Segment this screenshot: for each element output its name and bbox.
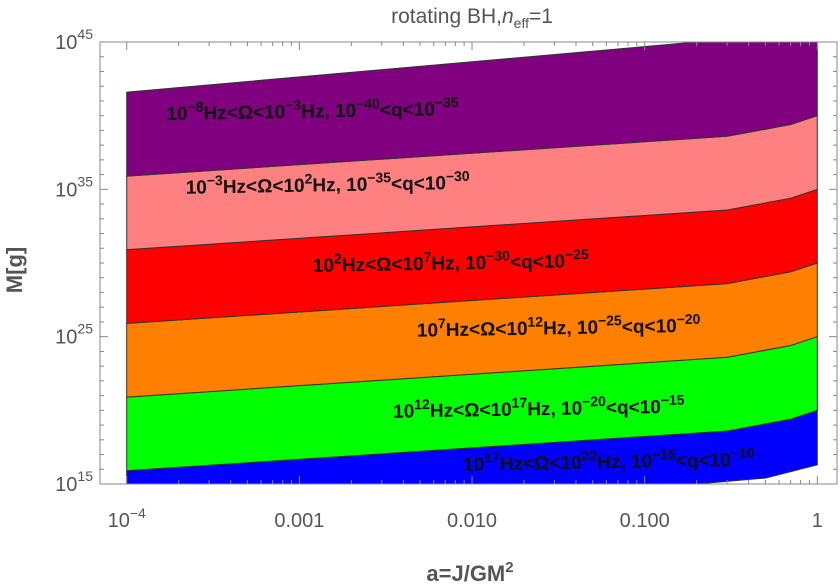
chart-title-rest: =1 — [529, 5, 553, 28]
band-label-text: 10 — [313, 255, 335, 276]
band-label-text: Hz<Ω<10 — [342, 254, 424, 276]
y-tick-label: 1035 — [55, 173, 93, 201]
band-label-1: 1012Hz<Ω<1017Hz, 10−20<q<10−15 — [393, 392, 685, 423]
y-tick-base: 10 — [55, 32, 77, 54]
band-label-text: <q<10 — [606, 397, 661, 419]
band-label-exp: −30 — [446, 168, 470, 184]
band-areas — [126, 41, 818, 485]
x-tick-label: 0.010 — [447, 510, 497, 532]
x-tick-label: 1 — [812, 510, 823, 532]
band-label-text: 10 — [393, 401, 415, 422]
chart-title-var: n — [502, 5, 514, 28]
band-label-text: Hz<Ω<10 — [446, 319, 528, 341]
band-label-exp: −15 — [652, 446, 676, 462]
band-label-exp: 2 — [304, 171, 312, 187]
x-axis-title: a=J/GM2 — [426, 559, 513, 586]
band-label-text: Hz, 10 — [597, 451, 652, 473]
band-label-text: Hz<Ω<10 — [430, 400, 512, 422]
band-label-exp: 17 — [484, 449, 500, 465]
band-label-text: <q<10 — [391, 173, 446, 195]
band-label-exp: −25 — [598, 312, 622, 328]
band-label-exp: −3 — [207, 172, 223, 188]
y-tick-exp: 45 — [77, 26, 93, 42]
band-label-0: 1017Hz<Ω<1022Hz, 10−15<q<10−10 — [463, 445, 755, 476]
band-label-text: Hz<Ω<10 — [203, 102, 285, 124]
band-label-text: Hz, 10 — [527, 398, 582, 420]
band-label-text: Hz, 10 — [301, 101, 356, 123]
y-tick-label: 1015 — [55, 468, 93, 496]
band-label-text: Hz, 10 — [543, 318, 598, 340]
band-label-text: Hz<Ω<10 — [500, 453, 582, 475]
band-label-exp: −15 — [661, 392, 685, 408]
y-tick-exp: 15 — [77, 468, 93, 484]
band-label-text: Hz<Ω<10 — [223, 176, 305, 198]
band-label-2: 107Hz<Ω<1012Hz, 10−25<q<10−20 — [417, 311, 701, 342]
band-area-5 — [126, 41, 818, 177]
band-label-text: Hz, 10 — [431, 253, 486, 275]
y-tick-base: 10 — [55, 474, 77, 496]
band-label-exp: −3 — [285, 97, 301, 113]
band-label-exp: −35 — [435, 94, 459, 110]
band-label-exp: 22 — [581, 447, 597, 463]
band-label-exp: −20 — [582, 393, 606, 409]
y-tick-base: 10 — [55, 327, 77, 349]
band-label-exp: −35 — [367, 169, 391, 185]
x-axis-title-sup: 2 — [505, 559, 513, 576]
band-label-text: 10 — [417, 320, 439, 341]
band-label-text: 10 — [186, 177, 208, 198]
y-tick-exp: 35 — [77, 173, 93, 189]
band-label-text: <q<10 — [380, 99, 435, 121]
x-tick-label: 10−4 — [108, 505, 146, 532]
band-label-exp: 12 — [414, 396, 430, 412]
band-label-5: 10−8Hz<Ω<10−3Hz, 10−40<q<10−35 — [166, 94, 459, 125]
band-label-exp: −40 — [356, 95, 380, 111]
x-axis-ticks: 10−4 0.001 0.010 0.100 1 — [108, 42, 823, 532]
band-label-text: <q<10 — [510, 251, 565, 273]
band-label-3: 102Hz<Ω<107Hz, 10−30<q<10−25 — [313, 246, 589, 277]
band-label-4: 10−3Hz<Ω<102Hz, 10−35<q<10−30 — [185, 168, 470, 199]
chart-title: rotating BH,neff=1 — [391, 5, 553, 31]
x-axis-title-main: a=J/GM — [426, 561, 505, 586]
chart-title-main: rotating BH, — [391, 5, 502, 28]
band-label-exp: 17 — [511, 394, 527, 410]
band-label-exp: −10 — [731, 445, 755, 461]
y-tick-label: 1025 — [55, 321, 93, 349]
band-label-exp: 12 — [527, 313, 543, 329]
band-label-text: 10 — [463, 454, 485, 475]
x-tick-exp: −4 — [130, 505, 146, 521]
band-label-text: <q<10 — [676, 450, 731, 472]
band-label-exp: −30 — [486, 247, 510, 263]
band-labels: 1017Hz<Ω<1022Hz, 10−15<q<10−101012Hz<Ω<1… — [166, 94, 755, 476]
x-tick-label: 0.001 — [274, 510, 324, 532]
band-label-text: <q<10 — [622, 316, 677, 338]
band-label-exp: 7 — [438, 315, 446, 331]
chart-title-sub: eff — [514, 15, 529, 31]
band-label-text: Hz, 10 — [312, 175, 367, 197]
band-label-exp: −8 — [187, 98, 203, 114]
band-label-exp: −20 — [677, 311, 701, 327]
y-tick-base: 10 — [55, 179, 77, 201]
x-tick-base: 10 — [108, 510, 130, 532]
y-tick-label: 1045 — [55, 26, 93, 54]
y-axis-title: M[g] — [2, 247, 27, 293]
band-label-exp: −25 — [565, 246, 589, 262]
band-label-exp: 7 — [423, 249, 431, 265]
y-tick-exp: 25 — [77, 321, 93, 337]
band-label-exp: 2 — [334, 250, 342, 266]
x-tick-label: 0.100 — [620, 510, 670, 532]
band-label-text: 10 — [166, 104, 188, 125]
